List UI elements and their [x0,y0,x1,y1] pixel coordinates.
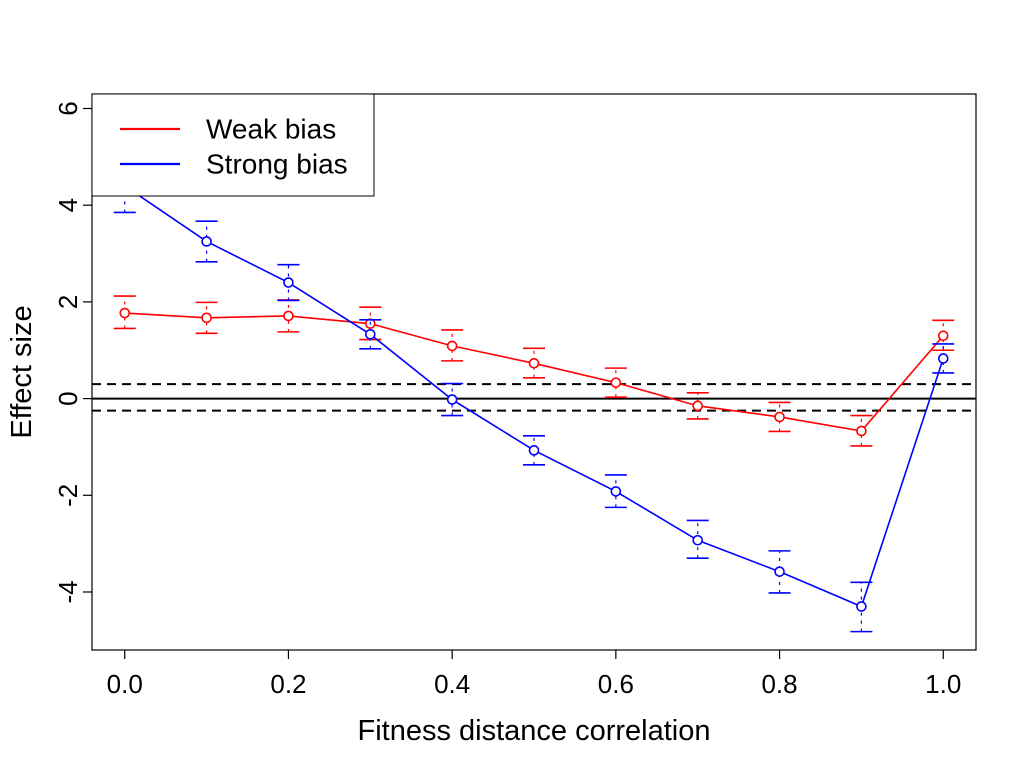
series-line-0 [124,312,944,432]
error-bar [195,301,218,335]
data-point [446,394,458,405]
x-tick-label: 0.2 [270,669,306,699]
error-bar [359,318,382,350]
reference-lines [92,383,976,412]
error-bar [850,414,873,447]
legend: Weak bias Strong bias [91,93,375,197]
error-bar [932,319,955,352]
y-tick-label: -4 [53,580,83,603]
data-point [856,425,867,437]
y-tick-label: 2 [53,295,83,309]
data-point [364,328,376,340]
data-point [283,277,294,288]
axes: 0.0 0.2 0.4 0.6 0.8 1.0 -4 -2 0 2 4 6 [53,101,961,699]
error-bar [523,435,545,466]
data-point [856,601,867,612]
error-bar [768,550,791,594]
data-point [774,566,785,577]
series-line-1 [124,185,945,608]
error-bar [932,343,955,374]
x-tick-label: 0.4 [434,669,470,699]
error-bar [195,220,218,263]
y-axis-label: Effect size [6,305,38,438]
series-layer [113,158,955,633]
data-point [610,486,622,497]
data-point [283,310,294,322]
x-tick-label: 0.6 [598,669,634,699]
error-bar [768,401,791,433]
error-bar [441,382,464,417]
data-point [446,340,458,352]
y-tick-label: 4 [53,198,83,212]
error-bar [686,391,709,420]
error-bar [523,347,545,379]
y-tick-label: 0 [53,391,83,405]
y-tick-label: -2 [53,484,83,507]
data-point [774,411,785,423]
data-point [528,357,540,369]
error-bar [441,329,464,362]
data-point [201,236,212,247]
data-point [119,307,131,319]
y-tick-label: 6 [53,101,83,115]
x-axis-label: Fitness distance correlation [358,715,711,747]
data-point [201,312,212,324]
data-point [937,353,949,364]
error-bar [604,367,627,398]
legend-label-weak-bias: Weak bias [206,114,336,145]
x-tick-label: 1.0 [925,669,961,699]
data-point [610,377,622,388]
x-tick-label: 0.8 [761,669,797,699]
data-point [528,445,540,456]
data-point [692,534,704,546]
legend-label-strong-bias: Strong bias [206,149,348,180]
plot-frame [91,93,977,651]
data-point [692,400,704,412]
x-tick-label: 0.0 [107,669,143,699]
data-point [937,330,949,342]
legend-box [91,93,375,197]
